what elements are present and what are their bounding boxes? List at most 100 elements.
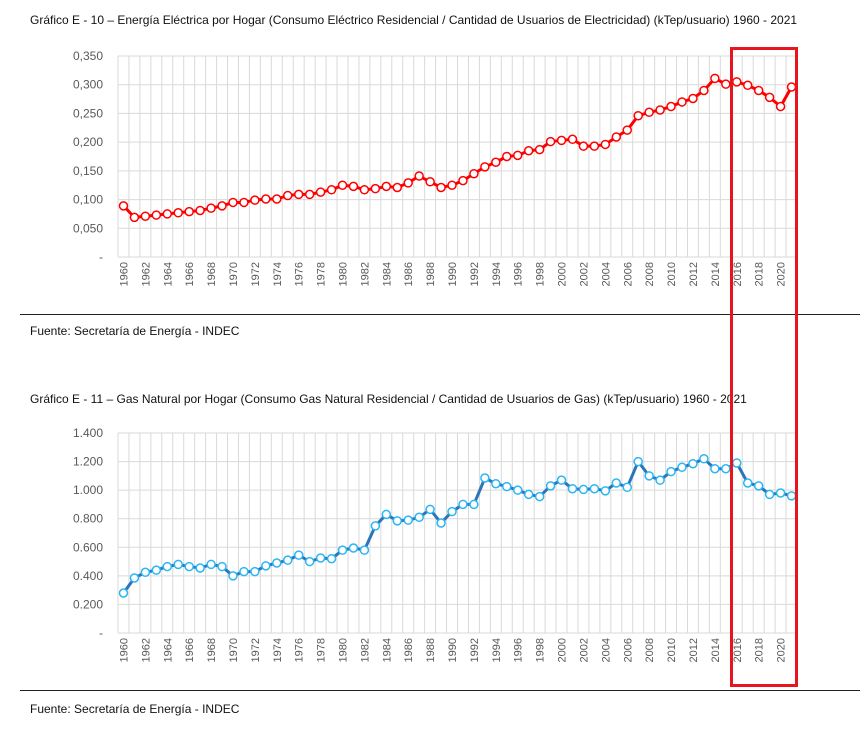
y-tick-label: 0,100 — [73, 193, 103, 207]
data-point — [512, 485, 523, 495]
y-tick-label: 0,200 — [73, 135, 103, 149]
data-point — [611, 132, 622, 142]
x-tick-label: 1966 — [184, 262, 196, 286]
data-point — [217, 561, 227, 572]
data-point — [206, 559, 216, 570]
y-tick-label: 0,050 — [73, 221, 103, 235]
y-tick-label: - — [99, 250, 103, 264]
data-point — [458, 499, 468, 510]
x-tick-label: 2000 — [557, 262, 569, 286]
data-point — [228, 571, 238, 581]
data-point — [403, 178, 413, 188]
x-tick-label: 1990 — [447, 262, 459, 286]
data-point — [534, 491, 545, 502]
data-point — [764, 489, 775, 500]
data-point — [261, 194, 271, 204]
data-point — [206, 203, 216, 213]
data-point — [458, 175, 468, 186]
x-tick-label: 2018 — [754, 638, 766, 662]
data-point — [337, 545, 348, 555]
x-tick-label: 1976 — [294, 262, 306, 286]
chart-title-electric: Gráfico E - 10 – Energía Eléctrica por H… — [30, 13, 798, 27]
data-point — [578, 484, 589, 495]
data-point — [480, 473, 490, 483]
x-tick-label: 1978 — [316, 638, 328, 662]
data-point — [600, 486, 611, 496]
x-tick-label: 1964 — [162, 262, 174, 286]
data-point — [140, 567, 151, 578]
data-point — [326, 185, 337, 195]
data-point — [512, 150, 523, 161]
data-point — [655, 475, 665, 485]
data-point — [348, 181, 359, 192]
data-point — [753, 85, 764, 96]
x-tick-label: 2008 — [644, 638, 656, 662]
data-point — [162, 561, 173, 572]
data-point — [567, 483, 578, 494]
y-tick-label: 1.400 — [73, 426, 103, 440]
data-point — [184, 206, 194, 217]
data-point — [633, 456, 643, 467]
data-point — [414, 171, 424, 181]
y-tick-label: 0.200 — [73, 597, 103, 611]
data-point — [677, 97, 687, 107]
y-tick-label: - — [99, 626, 103, 640]
data-point — [250, 195, 260, 205]
data-point — [644, 107, 654, 118]
data-point — [523, 489, 534, 500]
x-tick-label: 1986 — [403, 638, 415, 662]
data-point — [502, 151, 512, 162]
data-point — [370, 183, 381, 194]
data-point — [480, 162, 490, 172]
data-point — [250, 566, 260, 577]
data-point — [425, 504, 435, 515]
x-tick-label: 1974 — [272, 638, 284, 662]
x-tick-label: 2002 — [578, 638, 590, 662]
data-point — [326, 553, 337, 564]
data-point — [162, 209, 173, 219]
x-tick-label: 1996 — [513, 638, 525, 662]
data-point — [589, 483, 600, 494]
highlight-box-2016-2021 — [730, 47, 798, 687]
data-point — [644, 471, 654, 481]
x-tick-label: 1978 — [316, 262, 328, 286]
data-point — [447, 180, 457, 190]
x-tick-label: 1980 — [338, 638, 350, 662]
x-tick-label: 2014 — [710, 262, 722, 286]
y-tick-label: 0.800 — [73, 512, 103, 526]
data-point — [469, 168, 479, 179]
data-point — [710, 73, 720, 84]
data-point — [545, 136, 556, 147]
data-point — [140, 211, 151, 221]
data-point — [184, 561, 194, 572]
x-tick-label: 1984 — [381, 262, 393, 286]
x-tick-label: 2004 — [600, 638, 612, 662]
data-point — [753, 481, 764, 491]
data-point — [447, 506, 457, 517]
x-tick-label: 2012 — [688, 262, 700, 286]
data-point — [239, 566, 249, 577]
x-tick-label: 1970 — [228, 262, 240, 286]
data-point — [272, 194, 282, 204]
data-point — [173, 559, 183, 570]
data-point — [710, 463, 720, 474]
data-point — [578, 141, 589, 151]
data-point — [283, 555, 293, 565]
x-tick-label: 2020 — [776, 262, 788, 286]
data-point — [118, 588, 129, 598]
data-point — [688, 93, 698, 104]
x-tick-label: 1996 — [513, 262, 525, 286]
data-point — [502, 481, 512, 492]
data-point — [469, 499, 479, 510]
y-tick-label: 0,350 — [73, 49, 103, 63]
data-point — [195, 563, 205, 573]
data-point — [239, 197, 249, 208]
x-tick-label: 2014 — [710, 638, 722, 662]
x-tick-label: 1976 — [294, 638, 306, 662]
y-tick-label: 0.600 — [73, 540, 103, 554]
x-tick-label: 1998 — [535, 262, 547, 286]
data-point — [195, 205, 205, 216]
data-point — [633, 110, 643, 121]
x-tick-label: 1968 — [206, 262, 218, 286]
x-tick-label: 2000 — [557, 638, 569, 662]
